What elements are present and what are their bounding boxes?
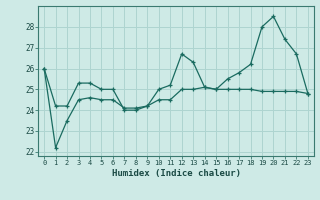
- X-axis label: Humidex (Indice chaleur): Humidex (Indice chaleur): [111, 169, 241, 178]
